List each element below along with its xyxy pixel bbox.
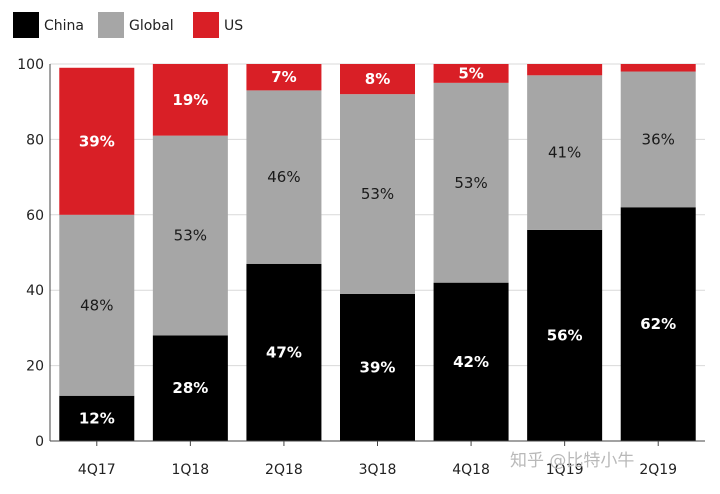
- data-label: 19%: [172, 91, 208, 109]
- legend-label-global: Global: [129, 18, 174, 34]
- bar-global: [59, 214, 135, 396]
- legend: China Global US: [13, 12, 243, 38]
- legend-swatch-china: [13, 12, 39, 38]
- bar-us: [620, 64, 696, 72]
- data-label: 36%: [642, 130, 675, 148]
- data-label: 56%: [547, 326, 583, 344]
- data-label: 39%: [79, 132, 115, 150]
- data-label: 53%: [174, 227, 207, 245]
- x-tick-label: 1Q19: [546, 462, 584, 478]
- x-tick-label: 1Q18: [171, 462, 209, 478]
- x-tick-label: 4Q18: [452, 462, 490, 478]
- bar-china: [152, 335, 228, 441]
- bar-china: [59, 395, 135, 441]
- data-label: 53%: [454, 174, 487, 192]
- bar-us: [59, 67, 135, 215]
- data-label: 46%: [267, 168, 300, 186]
- bar-china: [620, 207, 696, 441]
- axes: 0 20 40 60 80 100 4Q17 1Q18 2Q18 3Q18 4Q18 1Q19 2Q19: [17, 57, 705, 478]
- y-tick-label: 80: [26, 132, 44, 148]
- legend-label-china: China: [44, 18, 84, 34]
- bar-global: [620, 71, 696, 208]
- data-label: 8%: [365, 70, 390, 88]
- x-tick-label: 2Q18: [265, 462, 303, 478]
- bar-global: [433, 82, 509, 283]
- data-label: 41%: [548, 144, 581, 162]
- bar-us: [527, 64, 603, 76]
- data-label: 7%: [271, 68, 296, 86]
- data-label: 48%: [80, 296, 113, 314]
- data-label: 47%: [266, 343, 302, 361]
- bar-global: [152, 135, 228, 336]
- legend-label-us: US: [224, 18, 243, 34]
- legend-swatch-global: [98, 12, 124, 38]
- y-tick-label: 40: [26, 283, 44, 299]
- data-label: 53%: [361, 185, 394, 203]
- bar-us: [246, 64, 322, 91]
- y-tick-label: 100: [17, 57, 44, 73]
- x-tick-label: 4Q17: [78, 462, 116, 478]
- bar-global: [340, 94, 415, 294]
- y-tick-label: 60: [26, 208, 44, 224]
- data-label: 5%: [458, 64, 483, 82]
- bar-china: [246, 263, 322, 441]
- bar-us: [433, 64, 509, 83]
- data-label: 42%: [453, 353, 489, 371]
- bar-china: [527, 229, 603, 441]
- data-label: 28%: [172, 379, 208, 397]
- legend-swatch-us: [193, 12, 219, 38]
- x-tick-label: 2Q19: [639, 462, 677, 478]
- bar-global: [246, 90, 322, 264]
- bar-china: [340, 293, 415, 441]
- x-tick-label: 3Q18: [359, 462, 397, 478]
- y-tick-label: 20: [26, 359, 44, 375]
- bar-us: [340, 64, 415, 95]
- data-label: 12%: [79, 409, 115, 427]
- watermark-text: 知乎 @比特小牛: [510, 451, 635, 471]
- data-label: 39%: [360, 358, 396, 376]
- bars: 12% 48% 39% 28% 53% 19% 47% 46% 7% 39% 53% 8% 42% 53%…: [59, 64, 696, 441]
- bar-us: [152, 64, 228, 136]
- y-tick-label: 0: [35, 434, 44, 450]
- bar-china: [433, 282, 509, 441]
- bar-global: [527, 75, 603, 230]
- data-label: 62%: [640, 315, 676, 333]
